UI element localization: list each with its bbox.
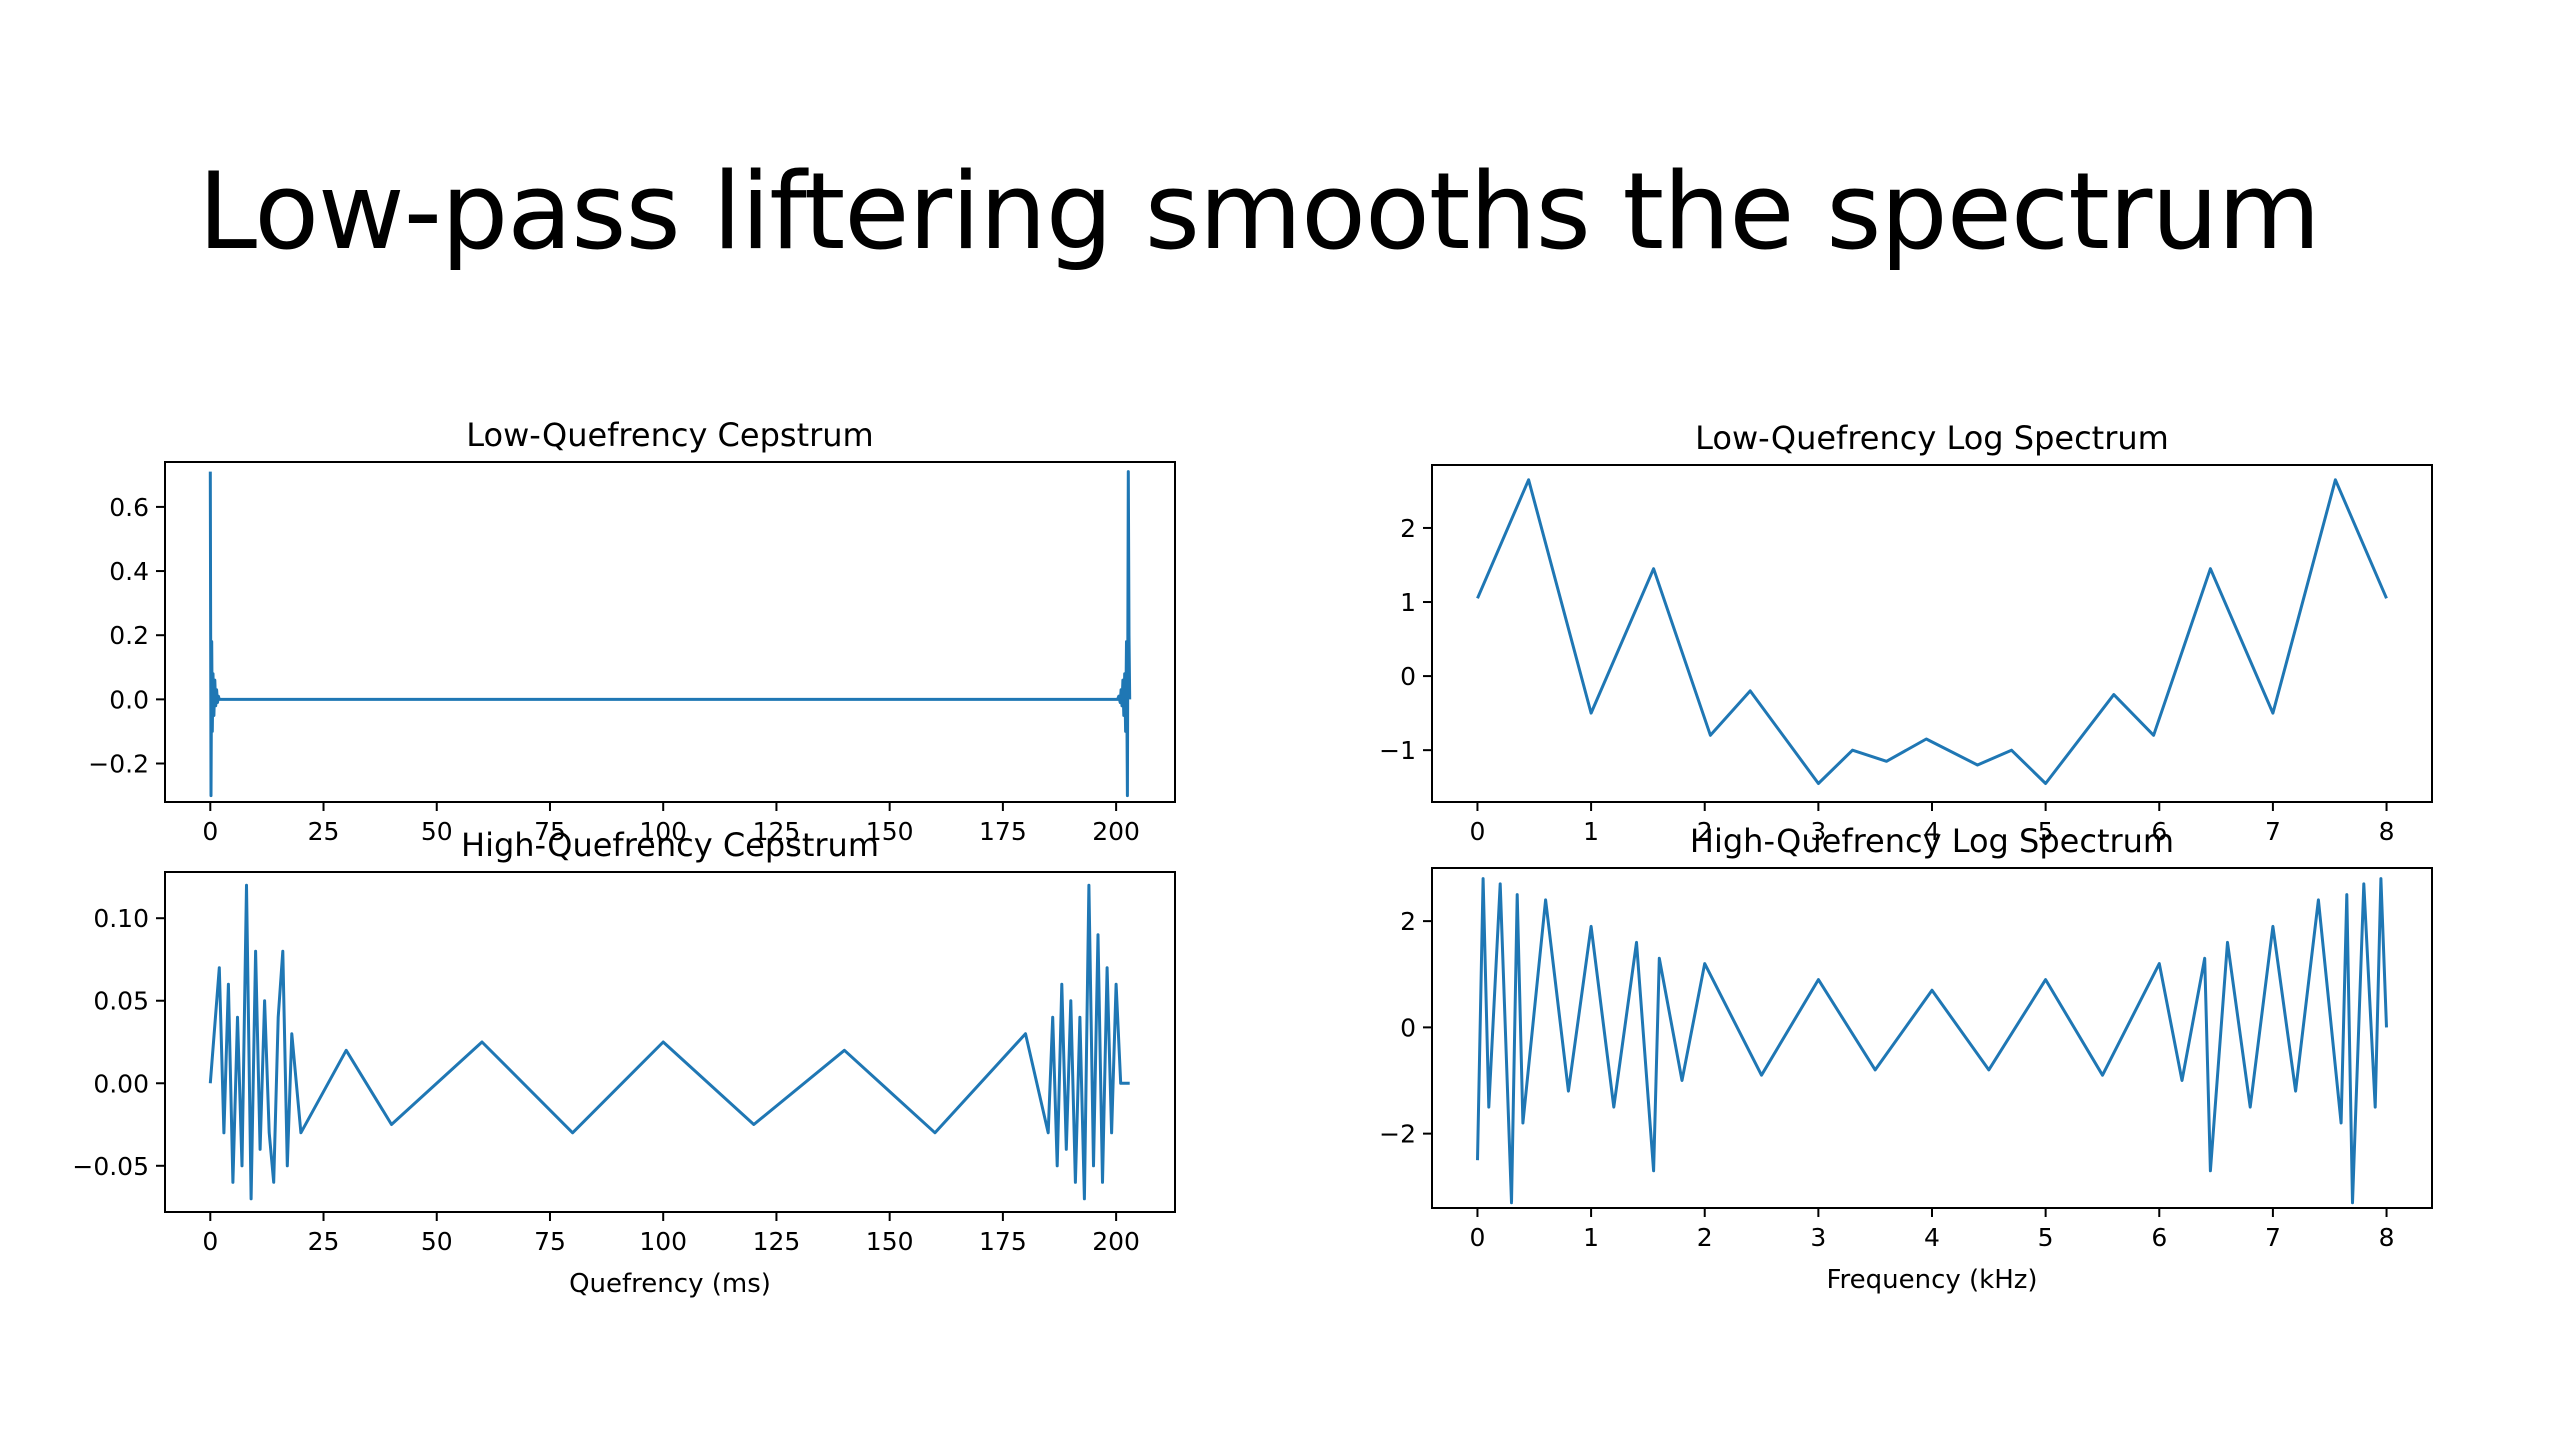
chart-title: Low-Quefrency Cepstrum	[466, 416, 873, 454]
y-tick-label-1: −1	[1379, 736, 1416, 765]
chart-title: High-Quefrency Log Spectrum	[1690, 822, 2174, 860]
x-tick-label-75: 75	[534, 1227, 566, 1256]
chart-title: Low-Quefrency Log Spectrum	[1695, 419, 2169, 457]
chart-low-quefrency-cepstrum: 0 25 50 75 100 125 150 175 200 −0.2 0.0 0.2 0.4 0.6 Lo…	[88, 416, 1176, 846]
series-line-0	[208, 470, 1132, 798]
chart-title: High-Quefrency Cepstrum	[461, 826, 879, 864]
y-tick-label-0-05: 0.05	[93, 987, 149, 1016]
x-tick-label-0: 0	[202, 1227, 218, 1256]
y-tick-label-0-0: 0.0	[109, 685, 149, 714]
x-tick-label-200: 200	[1092, 1227, 1140, 1256]
y-tick-label-2: −2	[1379, 1120, 1416, 1149]
x-tick-label-175: 175	[979, 1227, 1027, 1256]
x-tick-label-25: 25	[308, 1227, 340, 1256]
x-tick-label-7: 7	[2265, 1223, 2281, 1252]
x-tick-label-200: 200	[1092, 817, 1140, 846]
plot-frame	[164, 871, 1176, 1213]
x-tick-label-2: 2	[1697, 817, 1713, 846]
x-tick-label-5: 5	[2038, 817, 2054, 846]
x-tick-label-0: 0	[1470, 1223, 1486, 1252]
slide-title: Low-pass liftering smooths the spectrum	[198, 150, 2321, 273]
x-tick-label-0: 0	[202, 817, 218, 846]
x-tick-label-0: 0	[1470, 817, 1486, 846]
y-tick-label-2: 2	[1400, 907, 1416, 936]
x-tick-label-100: 100	[639, 1227, 687, 1256]
plot-frame	[164, 461, 1176, 803]
y-tick-label-2: 2	[1400, 514, 1416, 543]
x-tick-label-4: 4	[1924, 817, 1940, 846]
y-tick-label-0-2: −0.2	[88, 750, 149, 779]
series-line-0	[208, 883, 1130, 1201]
x-tick-label-125: 125	[753, 1227, 801, 1256]
x-tick-label-150: 150	[866, 1227, 914, 1256]
x-tick-label-50: 50	[421, 1227, 453, 1256]
plot-frame	[1431, 464, 2433, 803]
series-line-0	[1476, 877, 2388, 1205]
x-tick-label-5: 5	[2038, 1223, 2054, 1252]
plot-frame	[1431, 867, 2433, 1209]
y-tick-label-0-6: 0.6	[109, 493, 149, 522]
x-tick-label-75: 75	[534, 817, 566, 846]
y-tick-label-0-2: 0.2	[109, 621, 149, 650]
x-tick-label-1: 1	[1583, 817, 1599, 846]
x-tick-label-150: 150	[866, 817, 914, 846]
chart-high-quefrency-cepstrum: 0 25 50 75 100 125 150 175 200 −0.05 0.00 0.05 0.10 H…	[72, 826, 1176, 1299]
x-tick-label-175: 175	[979, 817, 1027, 846]
y-tick-label-0-4: 0.4	[109, 557, 149, 586]
x-tick-label-25: 25	[308, 817, 340, 846]
x-tick-label-1: 1	[1583, 1223, 1599, 1252]
y-tick-label-0: 0	[1400, 662, 1416, 691]
x-tick-label-2: 2	[1697, 1223, 1713, 1252]
x-tick-label-8: 8	[2379, 1223, 2395, 1252]
x-tick-label-8: 8	[2379, 817, 2395, 846]
x-tick-label-3: 3	[1810, 817, 1826, 846]
x-tick-label-125: 125	[753, 817, 801, 846]
y-tick-label-0-05: −0.05	[72, 1152, 149, 1181]
y-tick-label-0: 0	[1400, 1013, 1416, 1042]
y-tick-label-1: 1	[1400, 588, 1416, 617]
x-tick-label-100: 100	[639, 817, 687, 846]
x-tick-label-3: 3	[1810, 1223, 1826, 1252]
x-axis-label: Quefrency (ms)	[569, 1269, 771, 1299]
x-tick-label-6: 6	[2151, 1223, 2167, 1252]
x-tick-label-50: 50	[421, 817, 453, 846]
x-tick-label-6: 6	[2151, 817, 2167, 846]
y-tick-label-0-10: 0.10	[93, 904, 149, 933]
x-axis-label: Frequency (kHz)	[1826, 1265, 2037, 1295]
chart-low-quefrency-log-spectrum: 0 1 2 3 4 5 6 7 8 −1 0 1 2 Low-Quefrency Log Spectrum	[1379, 419, 2433, 846]
chart-high-quefrency-log-spectrum: 0 1 2 3 4 5 6 7 8 −2 0 2 High-Quefrency Log Spectrum…	[1379, 822, 2433, 1295]
series-line-0	[1476, 478, 2388, 785]
y-tick-label-0-00: 0.00	[93, 1069, 149, 1098]
x-tick-label-4: 4	[1924, 1223, 1940, 1252]
x-tick-label-7: 7	[2265, 817, 2281, 846]
